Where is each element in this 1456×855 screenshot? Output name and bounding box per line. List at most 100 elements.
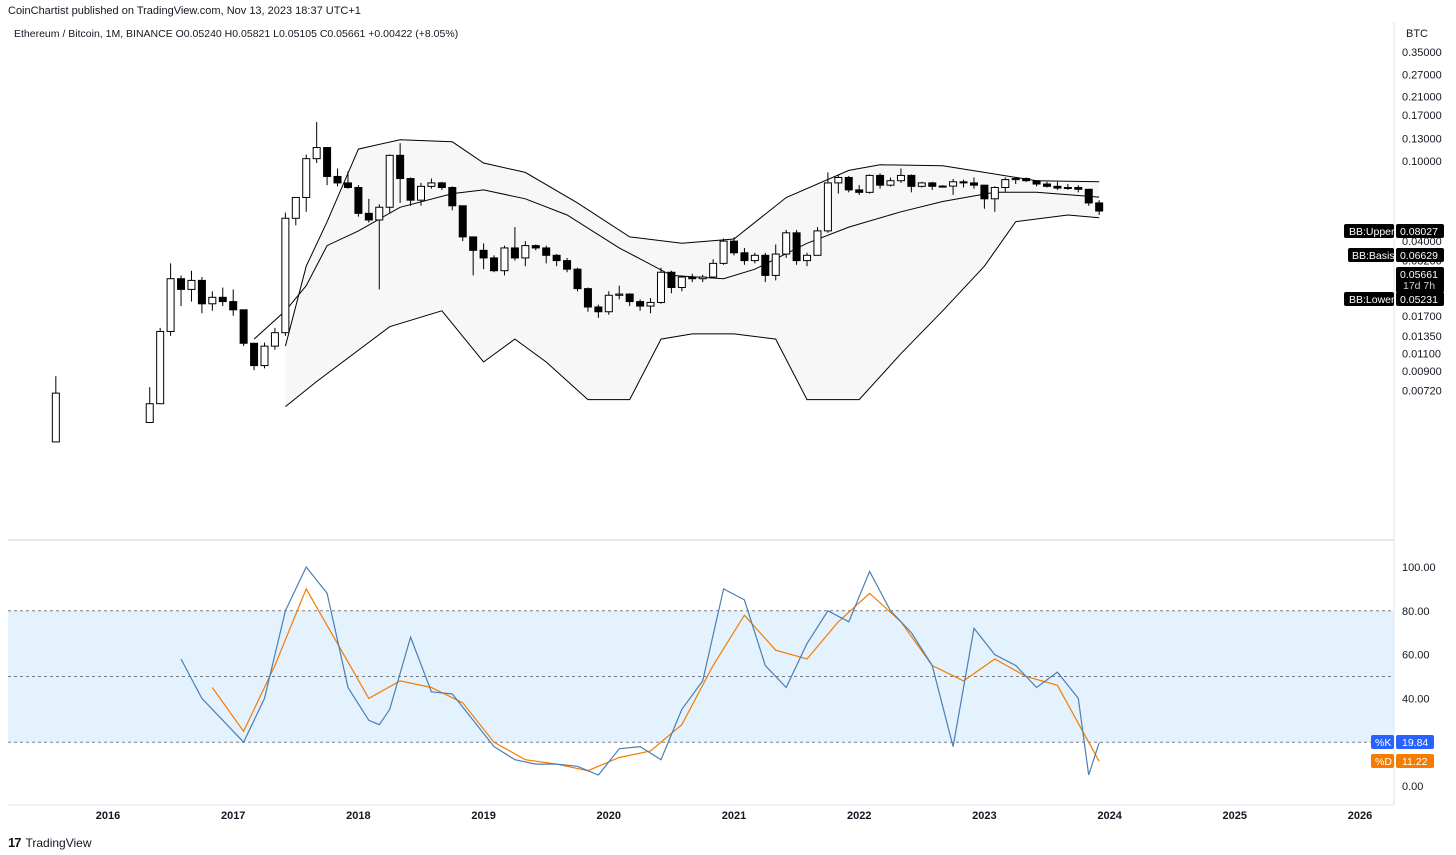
bb-lower-tag-label-bg bbox=[1344, 292, 1394, 306]
stoch-tick-label: 60.00 bbox=[1402, 650, 1430, 662]
candle-body bbox=[385, 154, 394, 208]
bollinger-lower-line bbox=[285, 214, 1100, 407]
candle-body bbox=[552, 254, 561, 262]
candle-body bbox=[876, 174, 885, 186]
candle-body bbox=[928, 182, 937, 187]
candle bbox=[406, 177, 415, 206]
candle bbox=[312, 121, 321, 164]
time-tick-label: 2021 bbox=[722, 810, 746, 822]
candle-body bbox=[625, 293, 634, 303]
candle bbox=[594, 304, 603, 318]
bb-lower-tag-value: 0.05231 bbox=[1400, 294, 1438, 306]
candle-body bbox=[208, 296, 217, 305]
candle-body bbox=[646, 301, 655, 307]
candle bbox=[625, 293, 634, 307]
time-tick-label: 2017 bbox=[221, 810, 245, 822]
candle-body bbox=[865, 174, 874, 193]
price-tick-label: 0.17000 bbox=[1402, 110, 1442, 122]
tradingview-logo[interactable]: 17 TradingView bbox=[8, 835, 92, 850]
candle bbox=[740, 247, 749, 265]
price-tick-label: 0.01350 bbox=[1402, 331, 1442, 343]
candle-body bbox=[187, 279, 196, 290]
candle bbox=[510, 227, 519, 261]
candle bbox=[427, 178, 436, 189]
last-price-value: 0.05661 bbox=[1400, 269, 1438, 281]
price-tick-label: 0.35000 bbox=[1402, 47, 1442, 59]
candle-body bbox=[563, 260, 572, 270]
candle-body bbox=[604, 294, 613, 313]
candle-body bbox=[229, 301, 238, 311]
bar-countdown: 17d 7h bbox=[1403, 280, 1435, 292]
candle bbox=[656, 267, 665, 304]
time-tick-label: 2026 bbox=[1348, 810, 1372, 822]
candle bbox=[792, 229, 801, 265]
k-tag-value-bg bbox=[1396, 735, 1434, 749]
candle-body bbox=[813, 230, 822, 256]
time-tick-label: 2018 bbox=[346, 810, 370, 822]
candle bbox=[876, 173, 885, 189]
stoch-tick-label: 80.00 bbox=[1402, 606, 1430, 618]
candle bbox=[823, 172, 832, 233]
candle-body bbox=[615, 293, 624, 296]
candle-body bbox=[855, 189, 864, 193]
candle bbox=[615, 285, 624, 300]
candle-body bbox=[1011, 178, 1020, 181]
candle-body bbox=[250, 342, 259, 367]
bb-upper-tag-label-bg bbox=[1344, 224, 1394, 238]
candle bbox=[187, 270, 196, 302]
candle-body bbox=[197, 279, 206, 305]
d-tag-value: 11.22 bbox=[1402, 756, 1428, 768]
candle bbox=[437, 181, 446, 190]
candle bbox=[855, 185, 864, 195]
candle bbox=[730, 237, 738, 256]
value-tags: BB:Upper 0.08027 BB:Basis 0.06629 0.0566… bbox=[1344, 224, 1444, 768]
candle bbox=[1032, 180, 1041, 187]
bb-upper-tag-value-bg bbox=[1396, 224, 1444, 238]
candle bbox=[709, 259, 718, 279]
candle bbox=[688, 273, 697, 283]
candle-body bbox=[636, 301, 645, 307]
candle bbox=[1043, 181, 1051, 188]
candle-body bbox=[1095, 202, 1104, 212]
candle bbox=[636, 299, 645, 311]
candle-body bbox=[239, 309, 248, 344]
price-axis[interactable]: BTC 0.35000 0.27000 0.21000 0.17000 0.13000 0… bbox=[1402, 28, 1442, 398]
candle-body bbox=[938, 185, 947, 188]
candle-body bbox=[886, 180, 895, 186]
candle-body bbox=[500, 247, 509, 272]
candle-body bbox=[490, 257, 499, 272]
candle bbox=[521, 241, 530, 267]
candle bbox=[563, 257, 572, 273]
candle-body bbox=[761, 254, 770, 276]
candle-body bbox=[291, 196, 300, 219]
candle-body bbox=[323, 147, 332, 177]
candle-body bbox=[270, 332, 279, 347]
candle bbox=[719, 238, 728, 265]
stoch-axis[interactable]: 100.00 80.00 60.00 40.00 0.00 bbox=[1402, 562, 1436, 793]
bb-upper-tag: BB:Upper 0.08027 bbox=[1344, 224, 1444, 238]
stoch-d-line bbox=[211, 587, 1100, 772]
tradingview-logo-icon: 17 bbox=[8, 835, 22, 850]
candle bbox=[573, 267, 582, 292]
price-tick-label: 0.04000 bbox=[1402, 236, 1442, 248]
candle bbox=[542, 245, 551, 264]
candle-body bbox=[1053, 185, 1062, 189]
candle-body bbox=[302, 158, 311, 198]
candle-body bbox=[406, 178, 415, 201]
price-tick-label: 0.01100 bbox=[1402, 349, 1441, 361]
candle bbox=[417, 182, 425, 206]
candle bbox=[667, 270, 676, 294]
price-tick-label: 0.27000 bbox=[1402, 70, 1442, 82]
candle bbox=[771, 244, 780, 281]
candle-body bbox=[896, 174, 905, 182]
time-axis[interactable]: 2016 2017 2018 2019 2020 2021 2022 2023 2024 2025… bbox=[96, 810, 1372, 822]
k-tag: %K 19.84 bbox=[1371, 735, 1434, 749]
candle-body bbox=[949, 181, 958, 187]
bollinger-upper-line bbox=[284, 139, 1100, 347]
candle bbox=[1084, 188, 1093, 206]
candle bbox=[886, 177, 895, 187]
candle bbox=[583, 287, 592, 312]
candle-body bbox=[281, 217, 290, 334]
candle bbox=[197, 277, 206, 314]
